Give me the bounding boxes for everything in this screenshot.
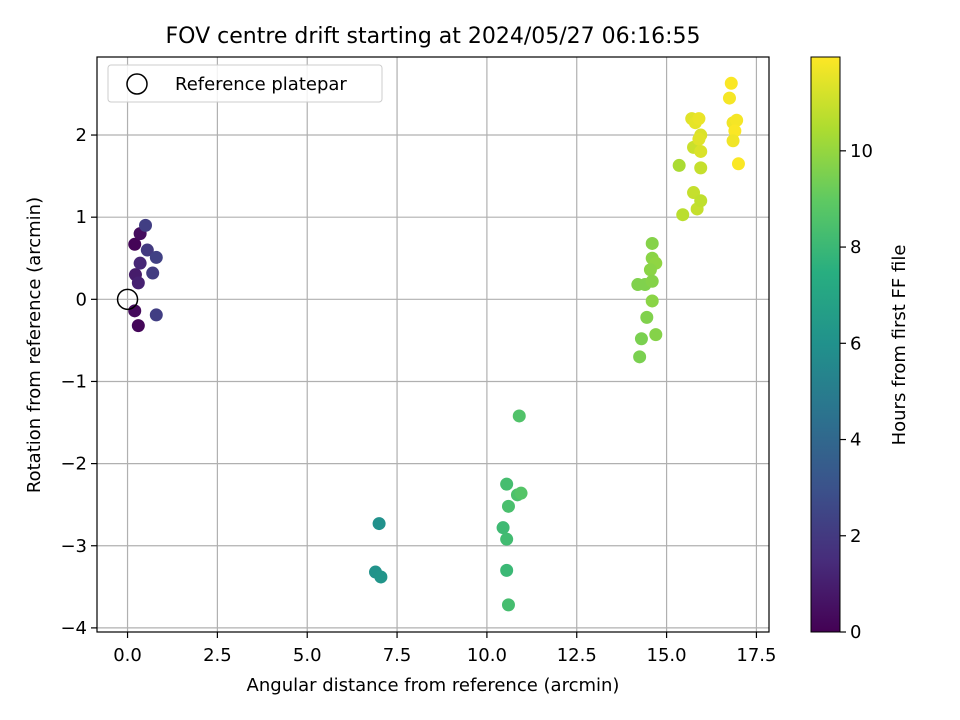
x-tick-label: 17.5 xyxy=(736,645,776,666)
x-tick-label: 7.5 xyxy=(383,645,412,666)
x-tick-label: 5.0 xyxy=(293,645,322,666)
data-point xyxy=(131,276,145,290)
data-point xyxy=(692,132,706,146)
x-tick-label: 12.5 xyxy=(557,645,597,666)
colorbar xyxy=(810,56,841,633)
data-point xyxy=(672,158,686,172)
x-axis: 0.0 2.5 5.0 7.5 10.0 12.5 15.0 17.5 xyxy=(113,632,776,666)
y-tick-label: −3 xyxy=(60,536,87,557)
data-point xyxy=(514,486,528,500)
colorbar-label: Hours from first FF file xyxy=(889,245,910,446)
data-point xyxy=(372,517,386,531)
x-axis-label: Angular distance from reference (arcmin) xyxy=(247,675,620,696)
data-point xyxy=(649,328,663,342)
data-points xyxy=(128,76,745,612)
data-point xyxy=(643,263,657,277)
x-tick-label: 15.0 xyxy=(647,645,687,666)
data-point xyxy=(731,157,745,171)
data-point xyxy=(374,570,388,584)
colorbar-tick-label: 0 xyxy=(850,622,861,643)
x-tick-label: 2.5 xyxy=(203,645,232,666)
legend-reference-marker xyxy=(126,73,148,95)
data-point xyxy=(133,256,147,270)
y-axis-label: Rotation from reference (arcmin) xyxy=(24,197,45,493)
data-point xyxy=(146,266,160,280)
data-point xyxy=(722,91,736,105)
data-point xyxy=(496,521,510,535)
data-point xyxy=(512,409,526,423)
data-point xyxy=(501,499,515,513)
data-point xyxy=(500,532,514,546)
data-point xyxy=(694,144,708,158)
data-point xyxy=(645,294,659,308)
colorbar-tick-label: 10 xyxy=(850,141,873,162)
data-point xyxy=(500,563,514,577)
y-tick-label: −1 xyxy=(60,371,87,392)
data-point xyxy=(724,76,738,90)
y-axis: −4 −3 −2 −1 0 1 2 xyxy=(60,125,97,639)
data-point xyxy=(692,112,706,126)
y-tick-label: 2 xyxy=(76,125,87,146)
plot-area-frame xyxy=(96,56,770,633)
reference-point xyxy=(116,288,139,311)
data-point xyxy=(694,161,708,175)
data-point xyxy=(730,113,744,127)
data-point xyxy=(694,194,708,208)
colorbar-tick-label: 2 xyxy=(850,526,861,547)
y-tick-label: 1 xyxy=(76,207,87,228)
data-point xyxy=(139,218,153,232)
legend: Reference platepar xyxy=(107,64,383,103)
colorbar-tick-label: 8 xyxy=(850,237,861,258)
data-point xyxy=(728,124,742,138)
data-point xyxy=(645,274,659,288)
y-tick-label: −4 xyxy=(60,618,87,639)
data-point xyxy=(149,250,163,264)
plot-grid xyxy=(97,57,769,632)
colorbar-tick-label: 4 xyxy=(850,430,861,451)
data-point xyxy=(128,237,142,251)
y-tick-label: 0 xyxy=(76,289,87,310)
data-point xyxy=(128,304,142,318)
data-point xyxy=(726,134,740,148)
colorbar-tick-label: 6 xyxy=(850,333,861,354)
data-point xyxy=(501,598,515,612)
data-point xyxy=(633,350,647,364)
legend-box xyxy=(107,64,383,103)
data-point xyxy=(140,243,154,257)
data-point xyxy=(634,332,648,346)
data-point xyxy=(640,310,654,324)
data-point xyxy=(149,308,163,322)
data-point xyxy=(500,477,514,491)
colorbar-axis: 0 2 4 6 8 10 xyxy=(840,141,873,643)
reference-marker xyxy=(116,288,139,311)
data-point xyxy=(676,208,690,222)
y-tick-label: −2 xyxy=(60,454,87,475)
legend-label: Reference platepar xyxy=(175,74,347,95)
chart-title: FOV centre drift starting at 2024/05/27 … xyxy=(166,24,701,49)
x-tick-label: 10.0 xyxy=(467,645,507,666)
data-point xyxy=(645,236,659,250)
x-tick-label: 0.0 xyxy=(113,645,142,666)
data-point xyxy=(131,319,145,333)
